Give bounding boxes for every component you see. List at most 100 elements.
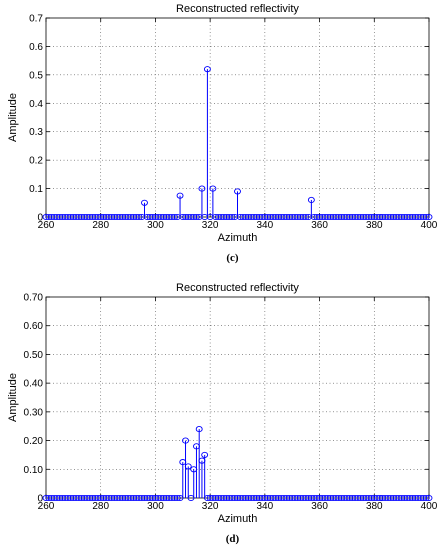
stem-marker — [321, 494, 329, 502]
chart-title: Reconstructed reflectivity — [176, 282, 299, 294]
stem-marker — [168, 494, 176, 502]
stem-marker — [225, 494, 233, 502]
stem-marker — [203, 494, 211, 502]
stem-marker — [335, 213, 343, 221]
stem-marker — [165, 213, 173, 221]
stem-marker — [220, 213, 228, 221]
stem-marker — [182, 213, 189, 221]
stem-marker — [143, 213, 151, 221]
stem-marker — [346, 494, 354, 502]
stem-marker — [228, 494, 236, 502]
stem-marker-peak — [198, 185, 206, 192]
stem-marker — [362, 494, 370, 502]
stem-marker — [422, 213, 430, 221]
x-tick-label: 380 — [366, 501, 383, 512]
stem-marker — [359, 494, 367, 502]
stem-marker — [417, 213, 425, 221]
stem-marker — [58, 494, 66, 502]
stem-marker — [190, 213, 198, 221]
stem-marker — [89, 213, 96, 221]
stem-marker — [302, 213, 310, 221]
stem-marker — [414, 494, 422, 502]
stem-marker — [223, 213, 231, 221]
stem-marker — [255, 213, 263, 221]
x-tick-label: 340 — [257, 220, 274, 231]
stem-marker — [299, 494, 307, 502]
stem-marker — [332, 213, 340, 221]
stem-marker — [212, 213, 220, 221]
stem-marker — [294, 494, 302, 502]
x-tick-label: 300 — [147, 220, 164, 231]
stem-marker — [291, 213, 299, 221]
y-tick-label: 0.70 — [24, 293, 44, 304]
x-tick-label: 380 — [366, 220, 383, 231]
stem-marker — [406, 494, 414, 502]
stem-marker — [357, 213, 365, 221]
stem-marker — [247, 213, 255, 221]
stem-marker — [127, 494, 135, 502]
x-tick-label: 280 — [92, 501, 109, 512]
stem-marker — [425, 494, 433, 502]
stem-marker — [48, 213, 55, 221]
stem-marker — [338, 494, 345, 502]
stem-marker — [184, 213, 192, 221]
stem-marker-peak — [141, 199, 148, 206]
stem-marker — [258, 213, 266, 221]
stem-marker — [316, 494, 324, 502]
y-tick-label: 0.3 — [29, 127, 43, 138]
stem-marker — [395, 494, 403, 502]
stem-marker-peak — [195, 426, 203, 433]
stem-marker — [236, 213, 244, 221]
stem-marker — [108, 494, 116, 502]
x-tick-label: 400 — [421, 220, 438, 231]
stem-marker — [348, 213, 356, 221]
stem-marker — [395, 213, 403, 221]
x-tick-label: 320 — [202, 220, 219, 231]
stem-marker — [264, 213, 272, 221]
stem-marker — [217, 213, 225, 221]
y-tick-label: 0.5 — [29, 70, 43, 81]
stem-marker — [255, 494, 263, 502]
stem-marker — [310, 494, 318, 502]
stem-marker — [275, 494, 282, 502]
stem-marker — [94, 494, 102, 502]
stem-marker-peak — [182, 437, 189, 444]
stem-marker — [242, 494, 250, 502]
stem-marker — [67, 494, 75, 502]
stem-marker — [384, 213, 392, 221]
stem-marker — [113, 213, 121, 221]
stem-marker — [244, 213, 252, 221]
stem-marker — [53, 213, 61, 221]
stem-marker — [403, 213, 411, 221]
stem-marker — [231, 494, 239, 502]
stem-marker — [162, 494, 170, 502]
stem-marker — [119, 213, 127, 221]
stem-marker — [247, 494, 255, 502]
stem-marker — [171, 213, 179, 221]
stem-marker — [368, 213, 375, 221]
y-tick-label: 0.60 — [24, 321, 44, 332]
stem-marker — [266, 213, 274, 221]
stem-marker — [102, 494, 110, 502]
stem-marker — [373, 494, 381, 502]
stem-marker — [286, 213, 293, 221]
stem-marker — [78, 213, 86, 221]
panel-label: (d) — [226, 533, 240, 545]
stem-marker — [99, 494, 107, 502]
stem-marker — [242, 213, 250, 221]
stem-marker — [411, 213, 419, 221]
stem-marker — [365, 213, 373, 221]
stem-marker — [324, 213, 332, 221]
stem-marker — [143, 494, 151, 502]
stem-marker — [116, 213, 124, 221]
stem-marker — [220, 494, 228, 502]
y-tick-label: 0.40 — [24, 379, 44, 390]
y-tick-label: 0.1 — [29, 184, 43, 195]
stem-marker — [329, 494, 337, 502]
stem-marker — [80, 213, 88, 221]
stem-marker — [283, 213, 291, 221]
stem-marker — [288, 213, 296, 221]
stem-marker — [146, 213, 154, 221]
stem-marker — [78, 494, 86, 502]
stem-marker — [310, 213, 318, 221]
